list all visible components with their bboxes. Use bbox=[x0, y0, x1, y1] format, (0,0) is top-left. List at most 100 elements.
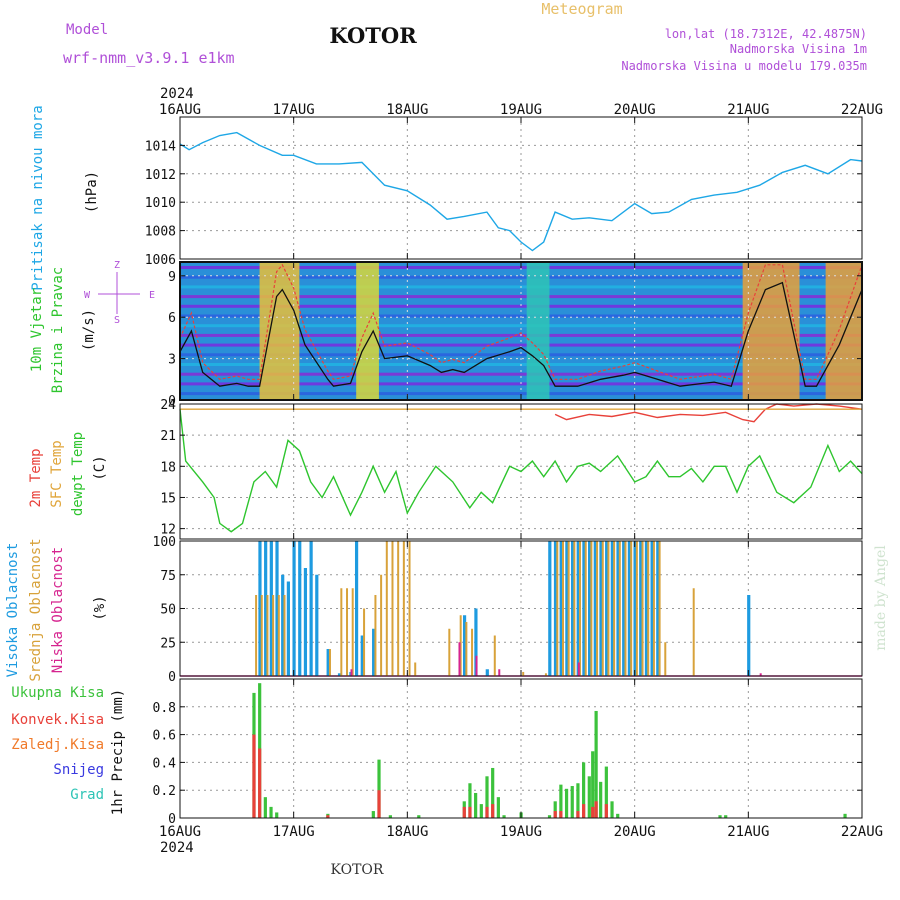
conv-precip-bar bbox=[582, 804, 586, 818]
x-tick-label-top: 22AUG bbox=[841, 102, 883, 118]
grid-layer bbox=[180, 117, 862, 818]
y-tick-label: 0.8 bbox=[153, 701, 176, 716]
x-tick-label-top: 18AUG bbox=[386, 102, 428, 118]
wind-ylabel-line1: 10m Vjetar bbox=[29, 288, 45, 372]
x-tick-label-top: 20AUG bbox=[614, 102, 656, 118]
total-precip-bar bbox=[263, 797, 267, 818]
mid-cloud-bar bbox=[647, 541, 650, 676]
y-tick-label: 6 bbox=[168, 311, 176, 326]
mid-cloud-bar bbox=[584, 541, 587, 676]
precip-label-total: Ukupna Kisa bbox=[11, 685, 104, 701]
y-tick-label: 1010 bbox=[145, 196, 176, 211]
mid-cloud-bar bbox=[283, 595, 286, 676]
mid-cloud-bar bbox=[607, 541, 610, 676]
mid-cloud-bar bbox=[260, 595, 263, 676]
mid-cloud-bar bbox=[408, 541, 411, 676]
high-cloud-bar bbox=[337, 673, 342, 676]
total-precip-bar bbox=[275, 812, 279, 818]
wind-ylabel-line2: Brzina i Pravac bbox=[50, 267, 66, 393]
y-tick-label: 1006 bbox=[145, 253, 176, 268]
total-precip-bar bbox=[576, 783, 580, 818]
conv-precip-bar bbox=[377, 790, 381, 818]
x-tick-label-bottom: 21AUG bbox=[727, 824, 769, 840]
y-tick-label: 18 bbox=[160, 460, 176, 475]
mid-cloud-bar bbox=[255, 595, 258, 676]
total-precip-bar bbox=[724, 815, 728, 818]
total-precip-bar bbox=[496, 797, 500, 818]
high-cloud-bar bbox=[570, 541, 575, 676]
tick-layer: 1006100810101012101403691215182124025507… bbox=[145, 102, 883, 840]
conv-precip-bar bbox=[576, 811, 580, 818]
total-precip-bar bbox=[582, 762, 586, 818]
x-tick-label-top: 16AUG bbox=[159, 102, 201, 118]
mid-cloud-bar bbox=[266, 595, 269, 676]
pressure-unit: (hPa) bbox=[84, 171, 100, 213]
wind-barb-row bbox=[180, 295, 862, 299]
total-precip-bar bbox=[468, 783, 472, 818]
compass-south: S bbox=[114, 315, 120, 326]
high-cloud-bar bbox=[485, 669, 489, 676]
mid-cloud-bar bbox=[277, 595, 280, 676]
total-precip-bar bbox=[591, 751, 595, 818]
y-tick-label: 0.6 bbox=[153, 729, 176, 744]
high-cloud-bar bbox=[474, 608, 478, 676]
mid-cloud-bar bbox=[630, 541, 633, 676]
y-tick-label: 1014 bbox=[145, 139, 176, 154]
cloud-label-mid: Srednja Oblacnost bbox=[28, 538, 44, 681]
high-cloud-bar bbox=[747, 595, 751, 676]
mid-cloud-bar bbox=[567, 541, 570, 676]
wind-strong-zone bbox=[356, 262, 379, 400]
precip-label-frozen: Zaledj.Kisa bbox=[11, 737, 104, 753]
mid-cloud-bar bbox=[652, 541, 655, 676]
mid-cloud-bar bbox=[624, 541, 627, 676]
panel-frame bbox=[179, 678, 863, 819]
precip-label-graupel: Grad bbox=[70, 787, 104, 803]
mid-cloud-bar bbox=[613, 541, 616, 676]
wind-barb-row bbox=[180, 324, 862, 328]
mid-cloud-bar bbox=[448, 628, 451, 676]
mid-cloud-bar bbox=[692, 588, 695, 676]
high-cloud-bar bbox=[610, 541, 614, 676]
mid-cloud-bar bbox=[635, 541, 638, 676]
total-precip-bar bbox=[616, 813, 620, 818]
high-cloud-bar bbox=[275, 541, 279, 676]
low-cloud-bar bbox=[577, 662, 580, 676]
lonlat-label: lon,lat (18.7312E, 42.4875N) bbox=[665, 27, 867, 41]
x-tick-label-top: 21AUG bbox=[727, 102, 769, 118]
total-precip-bar bbox=[269, 806, 273, 818]
y-tick-label: 75 bbox=[160, 569, 176, 584]
x-tick-label-bottom: 19AUG bbox=[500, 824, 542, 840]
total-precip-bar bbox=[587, 776, 591, 818]
temp-label-2m: 2m Temp bbox=[28, 448, 44, 507]
total-precip-bar bbox=[491, 767, 495, 818]
y-tick-label: 0.2 bbox=[153, 784, 176, 799]
mid-cloud-bar bbox=[573, 541, 576, 676]
y-tick-label: 0 bbox=[168, 670, 176, 685]
y-tick-label: 1008 bbox=[145, 225, 176, 240]
high-cloud-bar bbox=[639, 541, 643, 676]
footer-station: KOTOR bbox=[331, 862, 384, 878]
high-cloud-bar bbox=[559, 541, 563, 676]
high-cloud-bar bbox=[360, 635, 364, 676]
total-precip-bar bbox=[570, 786, 574, 818]
x-tick-label-bottom: 22AUG bbox=[841, 824, 883, 840]
high-cloud-bar bbox=[292, 541, 296, 676]
mid-cloud-bar bbox=[397, 541, 400, 676]
total-precip-bar bbox=[604, 766, 608, 818]
total-precip-bar bbox=[371, 811, 375, 818]
frames-layer bbox=[179, 116, 863, 819]
conv-precip-bar bbox=[604, 804, 608, 818]
total-precip-bar bbox=[564, 788, 569, 818]
y-tick-label: 21 bbox=[160, 429, 176, 444]
year-bottom: 2024 bbox=[160, 840, 194, 856]
mid-cloud-bar bbox=[590, 541, 593, 676]
high-cloud-bar bbox=[582, 541, 586, 676]
high-cloud-bar bbox=[258, 541, 262, 676]
mid-cloud-bar bbox=[272, 595, 275, 676]
high-cloud-bar bbox=[372, 628, 376, 676]
high-cloud-bar bbox=[309, 541, 313, 676]
wind-barb-row bbox=[180, 372, 862, 376]
conv-precip-bar bbox=[591, 806, 595, 818]
high-cloud-bar bbox=[633, 541, 637, 676]
high-cloud-bar bbox=[264, 541, 268, 676]
